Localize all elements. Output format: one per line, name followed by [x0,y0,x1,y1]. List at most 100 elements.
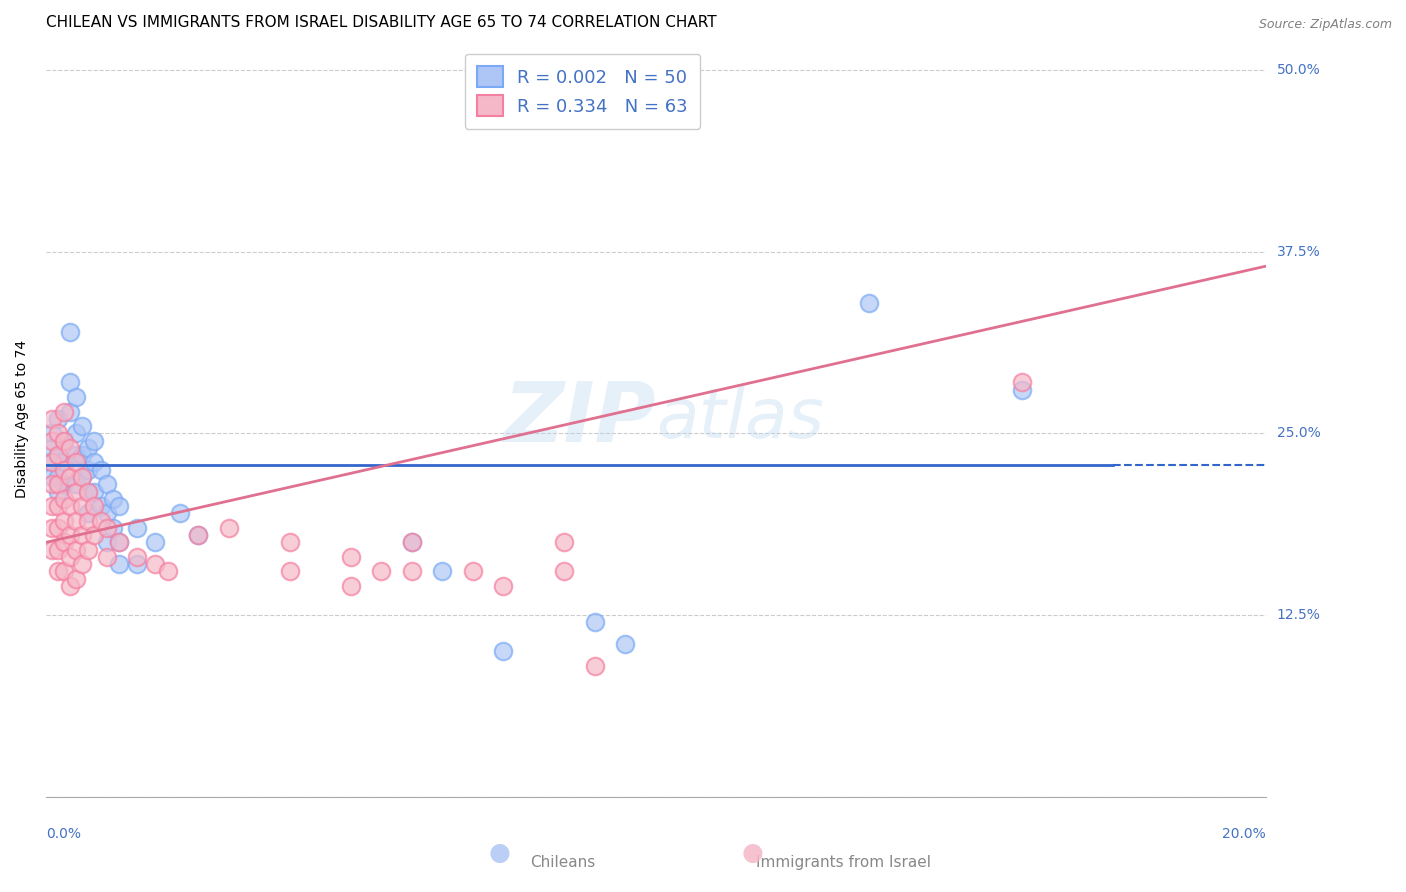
Point [77,484,100,499]
Point [339,579,361,593]
Point [553,565,575,579]
Point [59,470,82,484]
Point [278,565,301,579]
Point [72,419,94,434]
Point [96,506,118,520]
Text: 12.5%: 12.5% [1277,608,1320,622]
Point [65,390,87,404]
Point [83,528,105,542]
Point [90,499,112,513]
Text: atlas: atlas [655,385,824,452]
Point [96,549,118,564]
Point [46,448,69,462]
Point [41,426,63,441]
Point [65,514,87,528]
Point [46,565,69,579]
Text: Source: ZipAtlas.com: Source: ZipAtlas.com [1258,18,1392,31]
Text: 20.0%: 20.0% [1222,827,1265,841]
Point [401,535,423,549]
Point [72,470,94,484]
Point [401,535,423,549]
Point [430,565,453,579]
Point [461,565,484,579]
Point [46,499,69,513]
Point [46,484,69,499]
Point [72,528,94,542]
Text: ●: ● [741,841,763,865]
Text: 25.0%: 25.0% [1277,426,1320,441]
Point [339,549,361,564]
Point [59,579,82,593]
Y-axis label: Disability Age 65 to 74: Disability Age 65 to 74 [15,340,30,498]
Point [187,528,209,542]
Point [401,565,423,579]
Point [46,521,69,535]
Point [77,542,100,557]
Point [145,557,167,571]
Point [169,506,191,520]
Point [59,441,82,455]
Point [52,455,75,469]
Point [46,426,69,441]
Point [72,499,94,513]
Point [59,376,82,390]
Point [46,477,69,491]
Point [614,637,637,651]
Point [492,579,515,593]
Point [65,477,87,491]
Point [41,412,63,426]
Point [127,521,149,535]
Point [187,528,209,542]
Point [156,565,179,579]
Point [83,455,105,469]
Point [46,542,69,557]
Point [108,557,131,571]
Point [41,470,63,484]
Point [108,499,131,513]
Point [96,535,118,549]
Point [127,557,149,571]
Point [52,535,75,549]
Point [96,521,118,535]
Point [41,455,63,469]
Point [1011,376,1033,390]
Point [46,448,69,462]
Point [1011,383,1033,397]
Point [41,499,63,513]
Point [370,565,392,579]
Text: 0.0%: 0.0% [45,827,80,841]
Point [46,470,69,484]
Point [52,434,75,448]
Point [52,404,75,418]
Point [83,434,105,448]
Text: Chileans: Chileans [530,855,595,870]
Point [52,434,75,448]
Point [52,514,75,528]
Point [77,484,100,499]
Text: ●: ● [488,841,510,865]
Point [41,521,63,535]
Point [108,535,131,549]
Point [59,528,82,542]
Point [583,659,606,673]
Text: 37.5%: 37.5% [1277,244,1320,259]
Point [858,295,880,310]
Point [65,484,87,499]
Point [52,477,75,491]
Point [77,506,100,520]
Point [83,484,105,499]
Point [59,499,82,513]
Point [77,441,100,455]
Point [145,535,167,549]
Text: 50.0%: 50.0% [1277,63,1320,77]
Point [41,455,63,469]
Point [218,521,240,535]
Point [46,412,69,426]
Text: ZIP: ZIP [503,378,655,459]
Point [96,477,118,491]
Point [583,615,606,630]
Point [65,448,87,462]
Point [72,557,94,571]
Point [101,521,124,535]
Point [77,463,100,477]
